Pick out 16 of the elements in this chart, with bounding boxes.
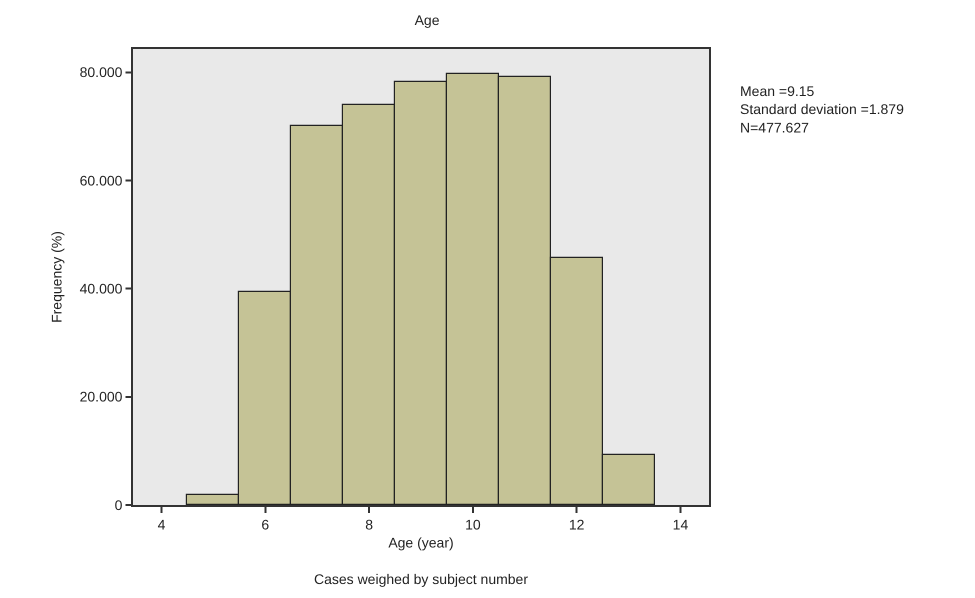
y-tick-label: 80.000 [80,64,123,80]
x-tick-label: 12 [568,516,585,533]
x-tick-label: 14 [672,516,688,533]
y-tick-label: 60.000 [80,172,123,188]
x-tick-label: 8 [365,516,374,533]
y-tick-label: 40.000 [80,280,123,297]
text: Cases weighed by subject number [314,571,528,587]
x-tick-label: 10 [465,516,481,533]
text: Mean =9.15 Standard deviation =1.879 N=477.627 [740,83,904,136]
x-tick-label: 4 [158,516,166,533]
chart-title: Age [414,12,440,28]
y-tick-label: 20.000 [80,388,123,405]
x-tick-label: 6 [261,516,270,533]
y-axis-title: Frequency (%) [48,231,65,323]
y-tick-label: 0 [114,496,123,513]
x-axis-title: Age (year) [388,534,454,550]
